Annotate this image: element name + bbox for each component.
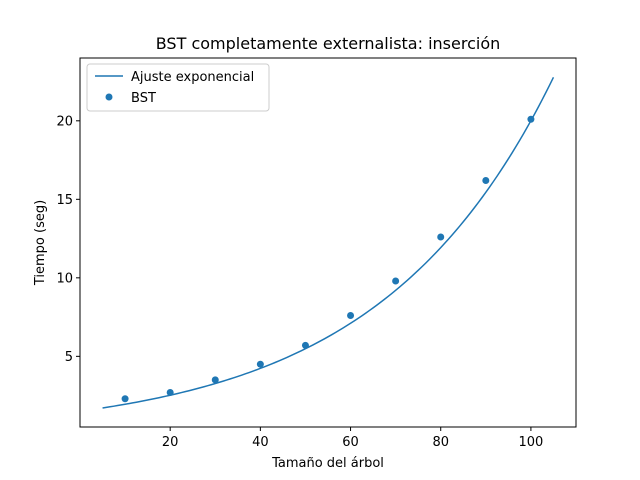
- data-point-bst: [211, 376, 219, 384]
- y-axis-label: Tiempo (seg): [33, 200, 48, 286]
- legend-label-bst: BST: [131, 91, 156, 106]
- data-point-bst: [392, 277, 400, 285]
- y-tick-label: 10: [56, 271, 73, 286]
- data-point-bst: [347, 312, 355, 320]
- data-point-bst: [166, 388, 174, 396]
- data-point-bst: [437, 233, 445, 241]
- x-axis-ticks: 20 40 60 80 100: [162, 427, 543, 450]
- data-point-bst: [301, 341, 309, 349]
- x-tick-label: 100: [518, 435, 543, 450]
- data-point-bst: [121, 395, 129, 403]
- series-layer: [102, 76, 555, 409]
- x-tick-label: 40: [252, 435, 269, 450]
- series-line-ajuste-exponencial: [102, 76, 555, 409]
- x-axis-label: Tamaño del árbol: [271, 456, 384, 471]
- x-tick-label: 80: [432, 435, 449, 450]
- y-tick-label: 20: [56, 114, 73, 129]
- y-tick-label: 15: [56, 193, 73, 208]
- x-tick-label: 60: [342, 435, 359, 450]
- chart-title: BST completamente externalista: inserció…: [156, 34, 501, 53]
- data-point-bst: [527, 115, 535, 123]
- x-tick-label: 20: [162, 435, 179, 450]
- legend-box: [86, 63, 270, 112]
- data-point-bst: [482, 176, 490, 184]
- y-axis-ticks: 5 10 15 20: [56, 114, 80, 365]
- axes-frame: [79, 57, 577, 428]
- plot-area: 20 40 60 80 100 5 10 15 20: [56, 57, 577, 450]
- y-tick-label: 5: [65, 350, 73, 365]
- data-point-bst: [256, 360, 264, 368]
- legend-marker-swatch: [105, 93, 113, 101]
- legend: Ajuste exponencial BST: [86, 63, 270, 112]
- legend-label-fit: Ajuste exponencial: [131, 70, 254, 85]
